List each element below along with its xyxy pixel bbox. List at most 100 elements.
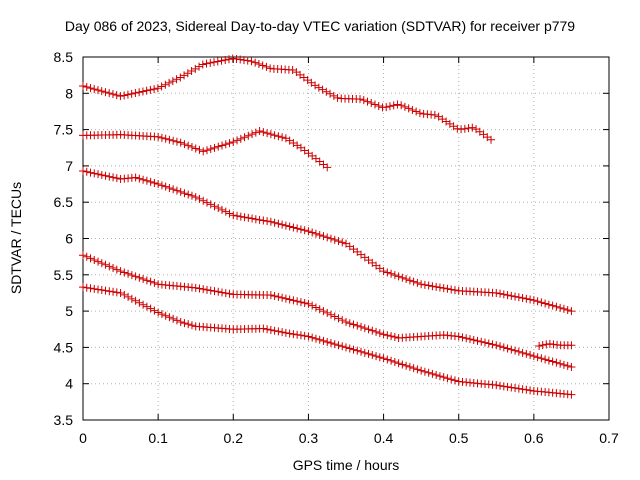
data-point (168, 77, 177, 86)
data-point (503, 344, 512, 353)
data-point (187, 143, 196, 152)
series-series-c (79, 166, 576, 316)
data-point (146, 277, 155, 286)
data-point (439, 284, 448, 293)
data-point (393, 100, 402, 109)
data-point (289, 223, 298, 232)
data-point (142, 86, 151, 95)
data-point (487, 135, 496, 144)
data-point (112, 288, 121, 297)
data-point (308, 333, 317, 342)
data-point (270, 218, 279, 227)
y-tick-label: 5 (65, 303, 73, 319)
data-point (266, 325, 275, 334)
data-point (229, 137, 238, 146)
data-point (97, 87, 106, 96)
data-point (522, 349, 531, 358)
data-point (304, 299, 313, 308)
data-point (503, 382, 512, 391)
data-point (289, 330, 298, 339)
data-point (402, 361, 411, 370)
data-point (176, 138, 185, 147)
data-point (518, 294, 527, 303)
data-point (243, 56, 252, 65)
data-point (481, 338, 490, 347)
data-point (172, 316, 181, 325)
data-point (563, 361, 572, 370)
data-point (274, 219, 283, 228)
data-point (552, 358, 561, 367)
data-point (224, 55, 233, 64)
data-point (157, 133, 166, 142)
plot-frame (82, 56, 610, 421)
data-point (379, 330, 388, 339)
data-point (394, 272, 403, 281)
data-point (334, 341, 343, 350)
data-point (375, 329, 384, 338)
data-point (375, 353, 384, 362)
axis-ticks: 0 0.1 0.2 0.3 0.4 0.5 0.6 0.7 3.5 4 4.5 5 5.5 6 6.5 7 7.… (54, 49, 619, 446)
data-point (296, 331, 305, 340)
data-point (454, 332, 463, 341)
data-point (139, 275, 148, 284)
data-point (364, 325, 373, 334)
data-point (206, 58, 215, 67)
data-point (518, 385, 527, 394)
data-point (161, 182, 170, 191)
data-point (548, 301, 557, 310)
y-tick-label: 8 (65, 85, 73, 101)
data-point (447, 285, 456, 294)
data-point (142, 302, 151, 311)
data-point (529, 352, 538, 361)
data-point (293, 330, 302, 339)
data-point (109, 287, 118, 296)
data-point (225, 139, 234, 148)
data-point (146, 177, 155, 186)
data-point (296, 225, 305, 234)
data-point (172, 75, 181, 84)
data-point (153, 84, 162, 93)
data-point (135, 174, 144, 183)
y-tick-label: 4.5 (54, 339, 74, 355)
data-point (183, 69, 192, 78)
data-point (326, 339, 335, 348)
data-point (94, 285, 103, 294)
data-point (400, 102, 409, 111)
data-point (389, 101, 398, 110)
data-point (383, 268, 392, 277)
data-point (424, 368, 433, 377)
data-point (439, 373, 448, 382)
data-point (285, 329, 294, 338)
data-point (345, 319, 354, 328)
data-point (210, 143, 219, 152)
data-point (330, 235, 339, 244)
data-point (507, 291, 516, 300)
data-point (180, 140, 189, 149)
data-point (465, 335, 474, 344)
data-point (387, 332, 396, 341)
data-point (387, 356, 396, 365)
data-point (213, 57, 222, 66)
data-point (116, 267, 125, 276)
data-point (82, 252, 91, 261)
data-point (270, 291, 279, 300)
data-point (101, 171, 110, 180)
data-point (544, 356, 553, 365)
x-tick-label: 0 (79, 430, 87, 446)
data-point (127, 89, 136, 98)
data-point (323, 233, 332, 242)
data-point (278, 328, 287, 337)
data-point (420, 280, 429, 289)
data-point (535, 341, 544, 350)
data-point (248, 214, 257, 223)
data-point (161, 311, 170, 320)
data-point (311, 334, 320, 343)
data-point (138, 87, 147, 96)
data-point (556, 359, 565, 368)
data-point (90, 255, 99, 264)
data-point (315, 335, 324, 344)
data-point (120, 290, 129, 299)
series-series-a (79, 54, 496, 144)
data-point (90, 169, 99, 178)
